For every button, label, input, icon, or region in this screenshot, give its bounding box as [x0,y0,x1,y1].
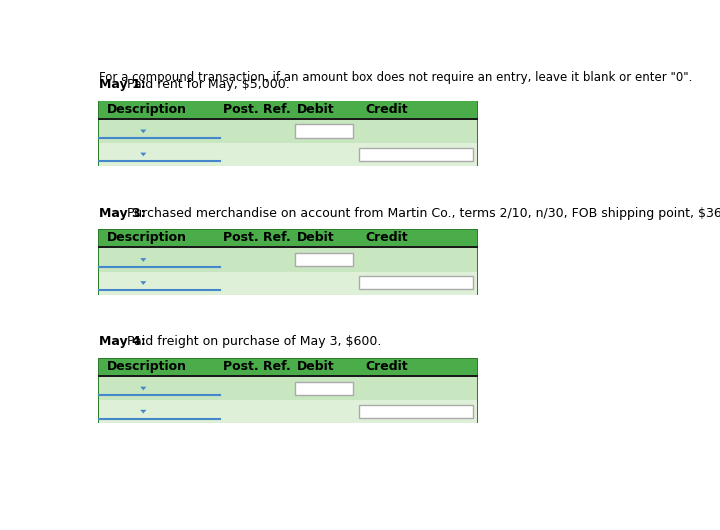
Bar [98,118,477,120]
Bar [99,249,477,271]
Bar [99,143,477,166]
Text: Debit: Debit [297,231,335,244]
Text: May 3:: May 3: [99,207,146,220]
Bar [99,377,477,400]
Bar [294,382,353,395]
Bar [98,101,477,166]
Bar [98,358,477,423]
Bar [99,230,477,246]
Text: Post. Ref.: Post. Ref. [223,360,291,373]
Polygon shape [140,258,146,262]
Text: Description: Description [107,360,187,373]
Text: Credit: Credit [365,231,408,244]
Text: For a compound transaction, if an amount box does not require an entry, leave it: For a compound transaction, if an amount… [99,72,693,84]
Text: Paid freight on purchase of May 3, $600.: Paid freight on purchase of May 3, $600. [127,335,382,349]
Bar [99,101,477,118]
Text: Post. Ref.: Post. Ref. [223,231,291,244]
Bar [294,125,353,137]
Text: Credit: Credit [365,360,408,373]
Bar [99,400,477,423]
Polygon shape [140,153,146,156]
Text: Description: Description [107,231,187,244]
Text: Description: Description [107,102,187,116]
Text: Post. Ref.: Post. Ref. [223,102,291,116]
Polygon shape [140,129,146,133]
Bar [359,147,473,161]
Bar [99,271,477,295]
Text: Debit: Debit [297,102,335,116]
Bar [359,276,473,289]
Polygon shape [140,281,146,285]
Bar [359,405,473,418]
Polygon shape [140,410,146,413]
Bar [99,358,477,375]
Text: Debit: Debit [297,360,335,373]
Polygon shape [140,387,146,391]
Bar [99,120,477,143]
Text: Credit: Credit [365,102,408,116]
Text: May 1:: May 1: [99,78,146,91]
Bar [98,246,477,249]
Text: Paid rent for May, $5,000.: Paid rent for May, $5,000. [127,78,289,91]
Text: Purchased merchandise on account from Martin Co., terms 2/10, n/30, FOB shipping: Purchased merchandise on account from Ma… [127,207,720,220]
Text: May 4:: May 4: [99,335,146,349]
Bar [98,375,477,377]
Bar [98,229,477,295]
Bar [294,253,353,266]
